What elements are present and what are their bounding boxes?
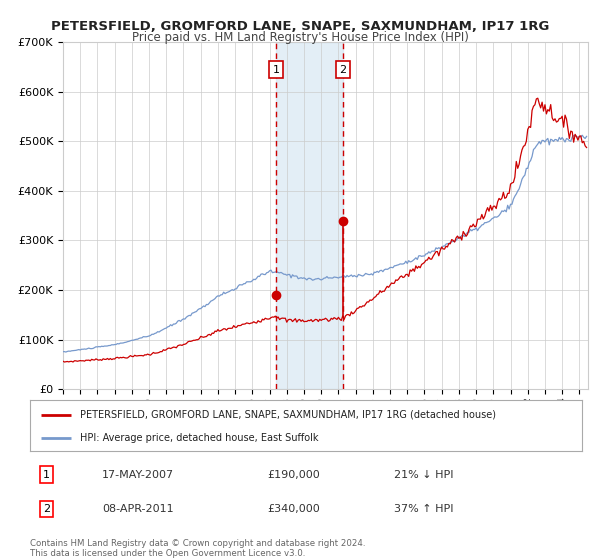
- Text: HPI: Average price, detached house, East Suffolk: HPI: Average price, detached house, East…: [80, 433, 318, 443]
- Text: £340,000: £340,000: [268, 504, 320, 514]
- Text: 37% ↑ HPI: 37% ↑ HPI: [394, 504, 454, 514]
- Text: 17-MAY-2007: 17-MAY-2007: [102, 470, 174, 479]
- Text: 2: 2: [340, 65, 347, 75]
- Text: 2: 2: [43, 504, 50, 514]
- Text: PETERSFIELD, GROMFORD LANE, SNAPE, SAXMUNDHAM, IP17 1RG: PETERSFIELD, GROMFORD LANE, SNAPE, SAXMU…: [51, 20, 549, 32]
- Text: £190,000: £190,000: [268, 470, 320, 479]
- Text: Contains HM Land Registry data © Crown copyright and database right 2024.
This d: Contains HM Land Registry data © Crown c…: [30, 539, 365, 558]
- Bar: [276, 42, 343, 389]
- Text: 21% ↓ HPI: 21% ↓ HPI: [394, 470, 454, 479]
- Text: 1: 1: [272, 65, 280, 75]
- Text: 08-APR-2011: 08-APR-2011: [102, 504, 173, 514]
- Text: PETERSFIELD, GROMFORD LANE, SNAPE, SAXMUNDHAM, IP17 1RG (detached house): PETERSFIELD, GROMFORD LANE, SNAPE, SAXMU…: [80, 409, 496, 419]
- Text: Price paid vs. HM Land Registry's House Price Index (HPI): Price paid vs. HM Land Registry's House …: [131, 31, 469, 44]
- Text: 1: 1: [43, 470, 50, 479]
